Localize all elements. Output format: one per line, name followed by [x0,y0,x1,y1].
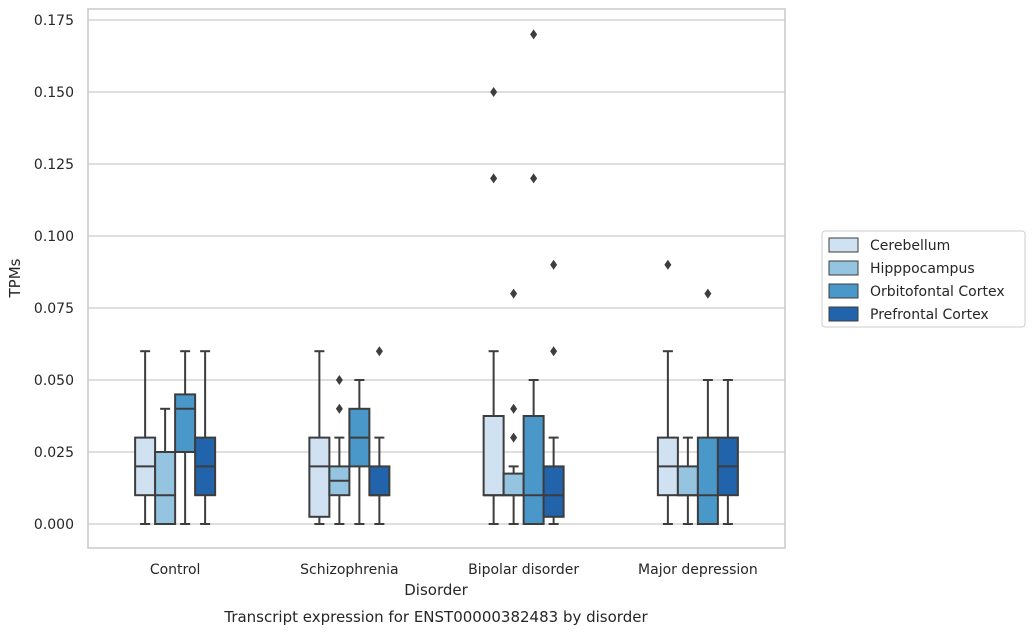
box-group [676,436,699,525]
box-iqr [502,472,525,497]
box-group [696,288,719,526]
outlier-marker [510,288,518,299]
box-group [542,259,565,525]
x-tick-label: Schizophrenia [300,562,398,578]
outlier-marker [704,288,712,299]
box-iqr [368,465,391,497]
box-group [502,288,525,525]
x-tick-label: Bipolar disorder [468,562,579,578]
outlier-marker [335,375,343,385]
y-tick-label: 0.025 [34,445,74,461]
box-group [134,350,157,525]
box-iqr [308,436,331,518]
box-group [308,350,331,525]
box-group [154,407,177,525]
outlier-marker [490,173,498,184]
x-axis-label: Disorder [404,581,468,599]
plot-frame [87,8,786,549]
y-axis-label: TPMs [6,258,24,298]
box-group [522,29,545,525]
legend-swatch [828,260,859,276]
box-group [348,379,371,525]
box-iqr [174,393,197,453]
box-group [328,375,351,525]
box-iqr [482,415,505,497]
x-tick-label: Control [150,562,201,578]
outlier-marker [530,29,538,40]
box-group [716,379,739,525]
legend-label: Cerebellum [870,238,950,254]
x-tick-label: Major depression [638,562,758,578]
y-axis-ticks: 0.000 0.025 0.050 0.075 0.100 0.125 0.150 0.175 [34,13,74,533]
chart-caption: Transcript expression for ENST0000038248… [223,608,648,626]
outlier-marker [375,346,383,357]
y-tick-label: 0.075 [34,301,74,317]
box-group [368,346,391,525]
legend-swatch [828,306,859,322]
x-axis-ticks: Control Schizophrenia Bipolar disorder Majo… [150,562,758,578]
outlier-marker [510,432,518,443]
y-tick-label: 0.150 [34,85,74,101]
outlier-marker [550,259,558,270]
legend-label: Prefrontal Cortex [870,307,989,323]
legend-swatch [828,283,859,299]
box-group [656,259,679,525]
box-group [194,350,217,525]
y-tick-label: 0.175 [34,13,74,29]
outlier-marker [664,259,672,270]
box-group [482,87,505,525]
legend-label: Hipppocampus [870,261,975,277]
legend-swatch [828,237,859,253]
box-group [174,350,197,525]
legend-label: Orbitofontal Cortex [870,284,1005,300]
outlier-marker [510,403,518,414]
y-tick-label: 0.000 [34,517,74,533]
box-iqr [154,451,177,525]
box-plot-area [134,29,739,526]
box-iqr [522,415,545,525]
legend-frame [821,230,1026,328]
box-iqr [676,465,699,497]
outlier-marker [530,173,538,184]
y-tick-label: 0.100 [34,229,74,245]
box-iqr [542,465,565,518]
outlier-marker [550,346,558,357]
outlier-marker [490,87,498,97]
y-tick-label: 0.125 [34,157,74,173]
legend: Cerebellum Hipppocampus Orbitofontal Corte… [821,230,1026,328]
y-tick-label: 0.050 [34,373,74,389]
outlier-marker [335,403,343,414]
box-iqr [696,436,719,526]
